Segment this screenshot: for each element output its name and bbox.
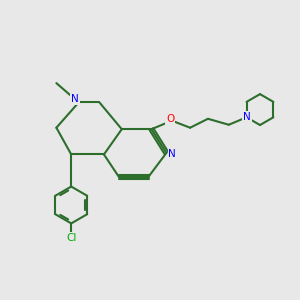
Text: O: O [166,114,174,124]
Text: N: N [71,94,79,104]
Text: Cl: Cl [66,233,76,243]
Text: N: N [168,149,176,160]
Text: N: N [243,112,251,122]
